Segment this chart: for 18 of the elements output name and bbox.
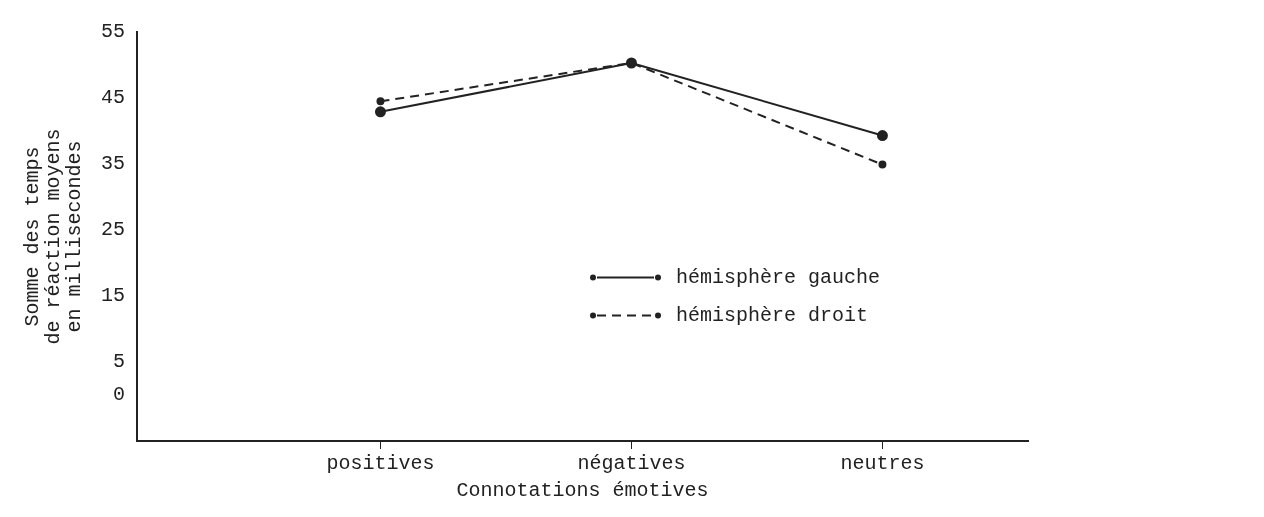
- y-tick-label: 15: [100, 284, 125, 308]
- x-tick-label: positives: [326, 452, 435, 476]
- y-tick-label: 5: [112, 350, 125, 374]
- x-axis-title: Connotations émotives: [456, 479, 709, 503]
- legend-label: hémisphère gauche: [676, 265, 881, 289]
- point: [376, 97, 385, 106]
- point: [374, 106, 386, 118]
- x-tick-label: négatives: [577, 452, 686, 476]
- y-tick-label: 0: [112, 383, 125, 407]
- y-tick-label: 55: [100, 20, 125, 44]
- x-tick-label: neutres: [840, 452, 925, 476]
- y-tick-label: 35: [100, 152, 125, 176]
- point: [878, 160, 887, 169]
- point: [876, 130, 888, 142]
- legend-label: hémisphère droit: [676, 303, 869, 327]
- y-tick-label: 45: [100, 86, 125, 110]
- y-axis-title: Somme des temps de réaction moyens en millisecondes: [20, 128, 86, 345]
- y-tick-label: 25: [100, 218, 125, 242]
